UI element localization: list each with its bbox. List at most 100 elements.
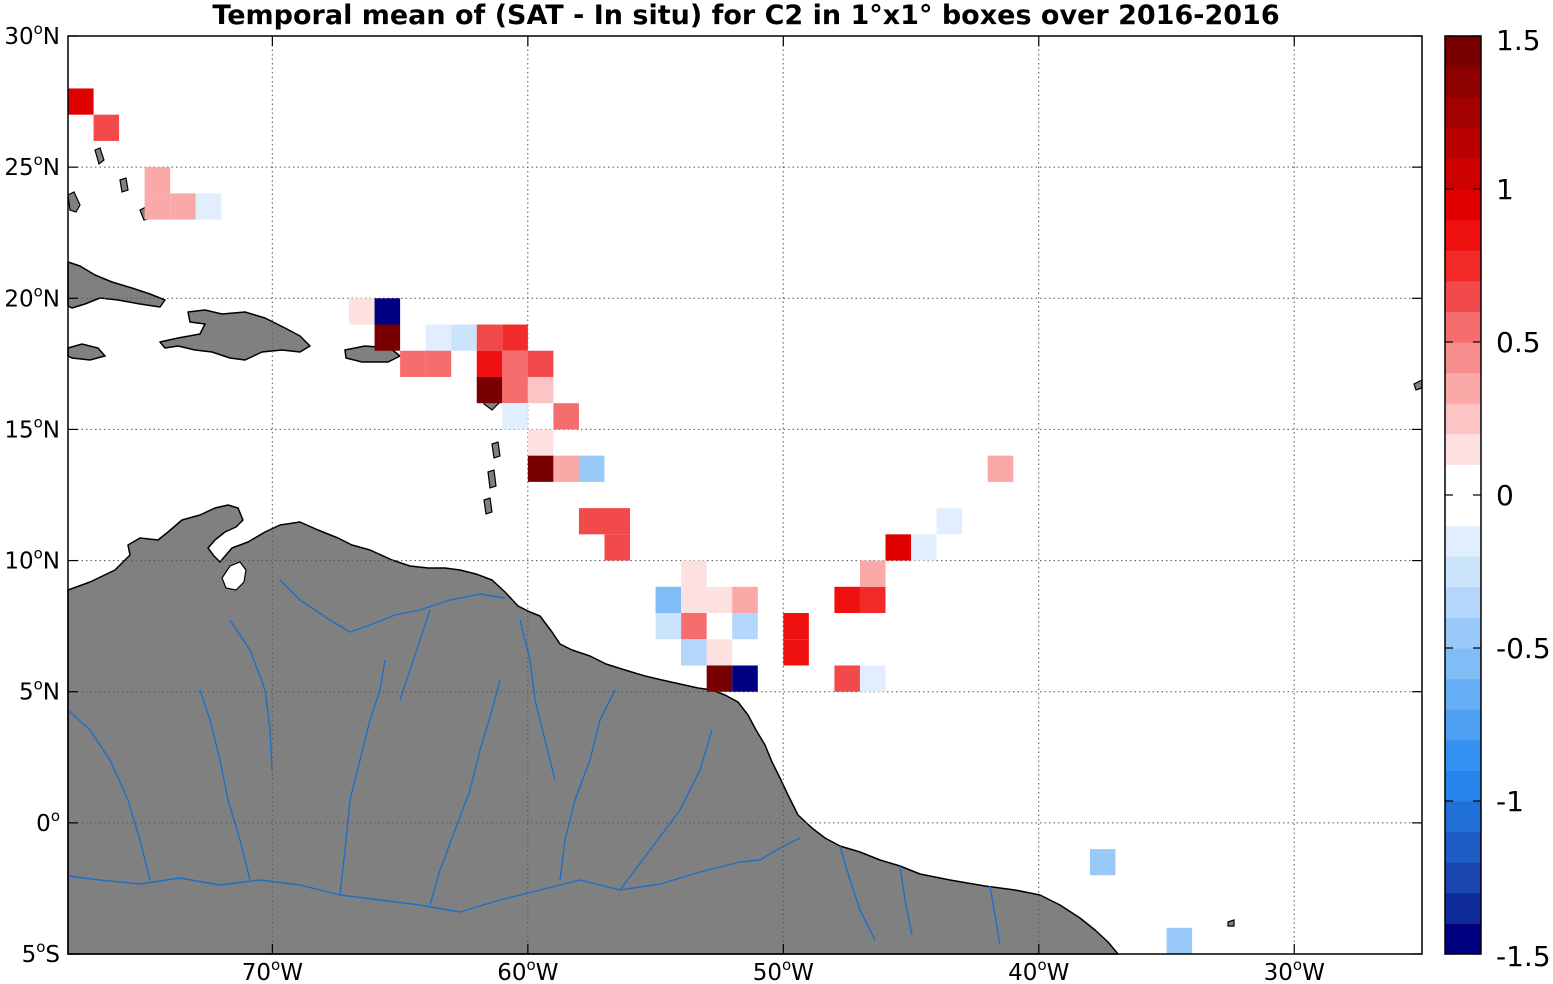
colorbar-band-26 — [1445, 127, 1481, 159]
data-cell-49 — [885, 534, 912, 561]
data-cell-21 — [502, 403, 528, 430]
data-cell-8 — [374, 324, 401, 351]
data-cell-52 — [987, 455, 1014, 482]
colorbar-tick-label-4: -0.5 — [1496, 632, 1551, 665]
colorbar-tick-label-6: -1.5 — [1496, 940, 1551, 973]
data-cell-1 — [93, 114, 120, 141]
data-cell-15 — [476, 350, 503, 377]
x-tick-label-3: 40oW — [1008, 956, 1069, 984]
colorbar-band-27 — [1445, 97, 1481, 129]
data-cell-34 — [732, 586, 758, 614]
colorbar-band-4 — [1445, 801, 1481, 833]
data-cell-7 — [374, 298, 401, 325]
data-cell-46 — [859, 560, 886, 587]
colorbar-band-24 — [1445, 189, 1481, 221]
y-tick-label-0: 30oN — [4, 20, 60, 50]
colorbar-band-19 — [1445, 342, 1481, 374]
data-cell-42 — [783, 613, 809, 640]
colorbar-band-11 — [1445, 586, 1481, 618]
data-cell-33 — [706, 586, 733, 614]
y-tick-label-5: 5oN — [19, 676, 60, 706]
map-title: Temporal mean of (SAT - In situ) for C2 … — [212, 0, 1279, 31]
data-cell-40 — [706, 665, 733, 692]
data-cell-54 — [1166, 927, 1193, 954]
data-cell-4 — [170, 193, 196, 220]
colorbar-ticks: 1.5 1 0.5 0 -0.5 -1 -1.5 — [1445, 24, 1551, 973]
colorbar-band-18 — [1445, 372, 1481, 404]
colorbar-band-2 — [1445, 862, 1481, 894]
colorbar-band-13 — [1445, 525, 1481, 557]
data-cell-17 — [527, 350, 554, 377]
data-cell-36 — [681, 613, 707, 640]
data-cell-20 — [527, 376, 554, 404]
data-cell-12 — [425, 350, 452, 377]
data-cell-48 — [859, 665, 886, 692]
data-cell-10 — [451, 324, 477, 351]
data-cell-47 — [834, 665, 860, 692]
data-cell-29 — [604, 534, 631, 561]
y-tick-label-2: 20oN — [4, 282, 60, 312]
data-cell-50 — [911, 534, 937, 561]
data-cell-28 — [604, 508, 631, 535]
colorbar-band-0 — [1445, 923, 1481, 955]
data-cell-32 — [681, 586, 707, 614]
data-cell-23 — [527, 429, 554, 456]
data-cell-45 — [859, 586, 886, 614]
data-cell-19 — [502, 376, 528, 404]
data-cell-53 — [1089, 849, 1116, 876]
data-cell-39 — [706, 639, 733, 666]
x-tick-label-0: 70oW — [242, 956, 303, 984]
colorbar-band-9 — [1445, 648, 1481, 680]
y-tick-label-3: 15oN — [4, 413, 60, 443]
colorbar-bands — [1445, 36, 1481, 955]
colorbar-band-22 — [1445, 250, 1481, 282]
y-tick-label-6: 0o — [36, 807, 60, 837]
colorbar-band-8 — [1445, 678, 1481, 710]
colorbar-tick-label-2: 0.5 — [1496, 326, 1541, 359]
data-cell-0 — [68, 88, 94, 115]
data-cell-18 — [476, 376, 503, 404]
x-tick-label-4: 30oW — [1264, 956, 1325, 984]
colorbar: 1.5 1 0.5 0 -0.5 -1 -1.5 — [1444, 24, 1551, 973]
x-axis-labels: 70oW 60oW 50oW 40oW 30oW — [242, 956, 1325, 984]
data-cell-11 — [400, 350, 426, 377]
data-cell-43 — [783, 639, 809, 666]
data-cell-30 — [681, 560, 707, 587]
y-tick-label-7: 5oS — [22, 938, 60, 968]
data-cell-6 — [349, 298, 375, 325]
data-cell-25 — [553, 455, 579, 482]
plot-frame — [67, 35, 1423, 955]
data-cell-26 — [578, 455, 605, 482]
rivers — [67, 579, 1001, 946]
colorbar-band-10 — [1445, 617, 1481, 649]
map-plot-area — [67, 35, 1423, 955]
colorbar-band-15 — [1445, 464, 1481, 496]
colorbar-band-12 — [1445, 556, 1481, 588]
colorbar-band-21 — [1445, 280, 1481, 312]
land-cuba — [67, 261, 166, 309]
colorbar-band-23 — [1445, 219, 1481, 251]
y-tick-label-4: 10oN — [4, 545, 60, 575]
grid-lines — [68, 36, 1422, 954]
data-cell-22 — [553, 403, 579, 430]
x-tick-label-1: 60oW — [497, 956, 558, 984]
data-cell-38 — [681, 639, 707, 666]
data-cell-3 — [144, 193, 171, 220]
data-cell-13 — [476, 324, 503, 351]
x-tick-label-2: 50oW — [753, 956, 814, 984]
data-cell-5 — [195, 193, 222, 220]
data-cell-31 — [655, 586, 682, 614]
colorbar-band-29 — [1445, 36, 1481, 68]
data-cell-44 — [834, 586, 860, 614]
colorbar-band-6 — [1445, 739, 1481, 771]
y-tick-label-1: 25oN — [4, 151, 60, 181]
axis-ticks — [68, 35, 1422, 955]
colorbar-band-1 — [1445, 892, 1481, 924]
colorbar-band-16 — [1445, 433, 1481, 465]
colorbar-tick-label-5: -1 — [1496, 785, 1524, 818]
data-cell-2 — [144, 167, 171, 194]
colorbar-band-20 — [1445, 311, 1481, 343]
colorbar-tick-label-3: 0 — [1496, 479, 1514, 512]
y-axis-labels: 30oN 25oN 20oN 15oN 10oN 5oN 0o 5oS — [4, 20, 60, 968]
